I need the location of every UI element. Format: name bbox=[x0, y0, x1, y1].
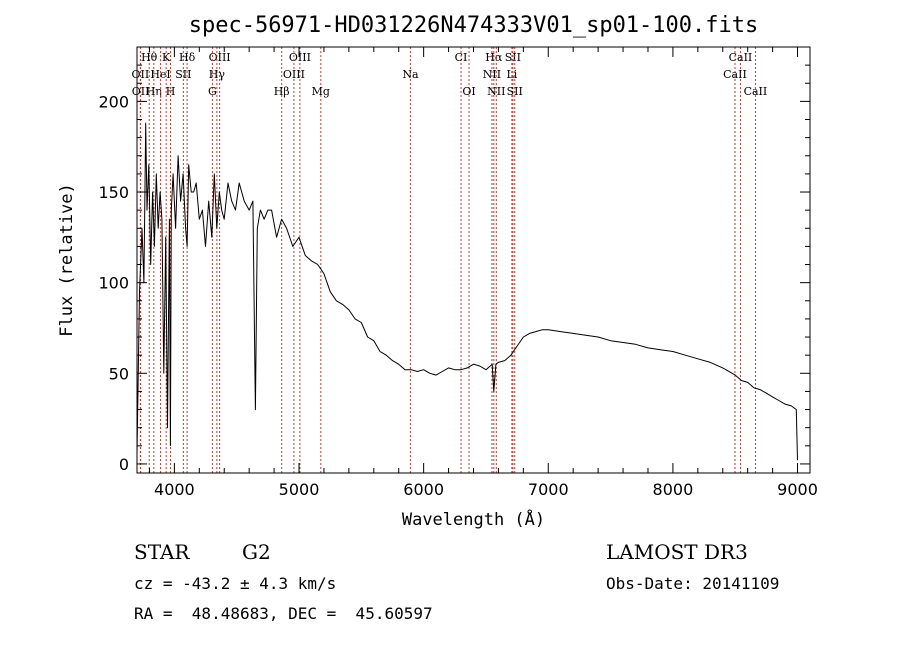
line-marker-label: OIII bbox=[209, 51, 231, 64]
line-marker-label: Hη bbox=[146, 85, 162, 98]
y-tick-label: 150 bbox=[98, 183, 129, 202]
line-marker-label: Hβ bbox=[274, 85, 290, 98]
y-axis-label: Flux (relative) bbox=[57, 183, 77, 337]
line-marker-label: Hγ bbox=[209, 68, 226, 81]
redshift-value: cz = -43.2 ± 4.3 km/s bbox=[134, 574, 337, 593]
line-marker-label: OIII bbox=[283, 68, 305, 81]
x-tick-label: 8000 bbox=[653, 480, 694, 499]
line-marker-label: HeI bbox=[150, 68, 170, 81]
x-tick-label: 5000 bbox=[279, 480, 320, 499]
line-marker-label: SII bbox=[175, 68, 191, 81]
object-class: STAR bbox=[134, 540, 190, 564]
line-marker-label: K bbox=[162, 51, 171, 64]
chart-title: spec-56971-HD031226N474333V01_sp01-100.f… bbox=[189, 13, 759, 38]
line-marker-label: H bbox=[166, 85, 176, 98]
line-marker-label: OII bbox=[132, 68, 150, 81]
x-axis-label: Wavelength (Å) bbox=[402, 508, 545, 530]
line-marker-label: Na bbox=[402, 68, 419, 81]
line-marker-label: NII bbox=[483, 68, 501, 81]
observation-date: Obs-Date: 20141109 bbox=[606, 574, 780, 593]
line-marker-label: Hθ bbox=[141, 51, 158, 64]
x-tick-label: 7000 bbox=[528, 480, 569, 499]
line-marker-label: OII bbox=[132, 85, 150, 98]
line-marker-label: CI bbox=[455, 51, 468, 64]
plot-frame bbox=[136, 46, 811, 474]
x-tick-label: 4000 bbox=[154, 480, 195, 499]
line-marker-label: OIII bbox=[289, 51, 311, 64]
x-tick-label: 6000 bbox=[403, 480, 444, 499]
coordinates: RA = 48.48683, DEC = 45.60597 bbox=[134, 604, 433, 623]
line-marker-label: SII bbox=[505, 51, 521, 64]
line-marker-label: OI bbox=[462, 85, 475, 98]
survey-name: LAMOST DR3 bbox=[606, 540, 748, 564]
line-marker-label: NII bbox=[487, 85, 505, 98]
y-tick-label: 0 bbox=[119, 455, 129, 474]
y-tick-label: 100 bbox=[98, 274, 129, 293]
y-tick-label: 200 bbox=[98, 92, 129, 111]
line-marker-label: Mg bbox=[312, 85, 330, 98]
line-marker-label: Hα bbox=[485, 51, 503, 64]
y-tick-label: 50 bbox=[109, 364, 129, 383]
line-marker-label: Hδ bbox=[179, 51, 196, 64]
line-marker-label: CaII bbox=[723, 68, 747, 81]
spectrum-line bbox=[136, 122, 798, 461]
spectral-subclass: G2 bbox=[242, 540, 271, 564]
line-marker-label: CaII bbox=[729, 51, 753, 64]
x-tick-label: 9000 bbox=[777, 480, 818, 499]
line-marker-label: Li bbox=[506, 68, 517, 81]
line-marker-label: G bbox=[208, 85, 217, 98]
line-marker-label: SII bbox=[507, 85, 523, 98]
line-marker-label: CaII bbox=[744, 85, 768, 98]
